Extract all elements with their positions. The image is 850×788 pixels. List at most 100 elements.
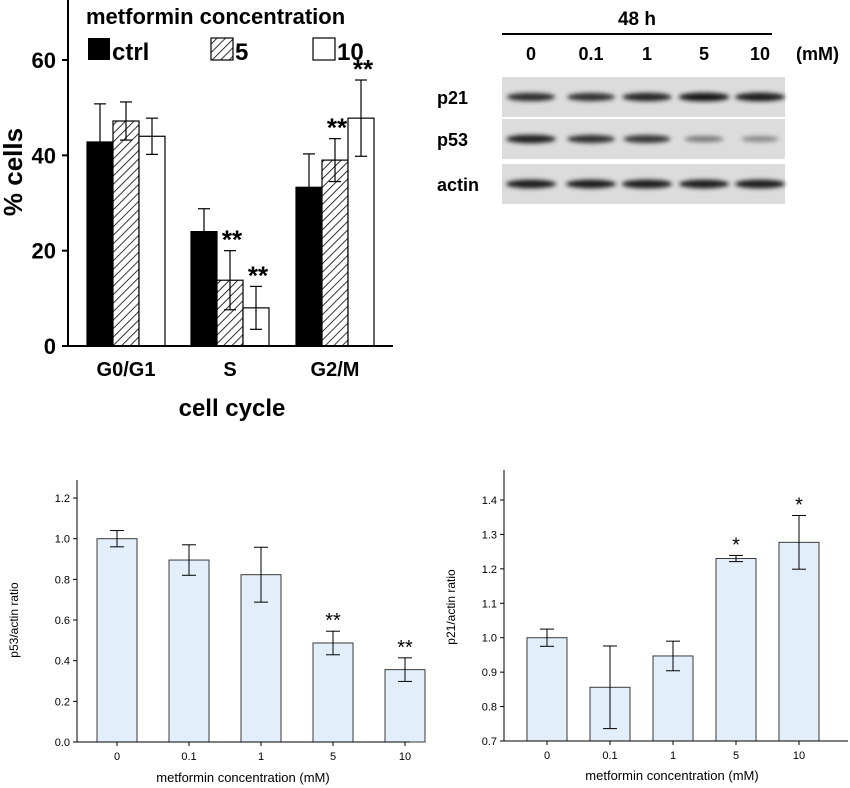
x-axis-label: cell cycle [179,395,286,422]
blot-band [567,92,615,102]
x-tick-label: 0 [114,751,120,763]
p21-y-ticks: 0.7 0.8 0.9 1.0 1.1 1.2 1.3 1.4 [482,495,504,748]
blot-band [565,179,617,189]
p53-significance-marks: ** ** [325,610,413,659]
lane-label: 0.1 [578,44,603,64]
bar [96,538,138,743]
blot-band [567,134,615,144]
p53-y-axis-label: p53/actin ratio [7,582,21,658]
x-tick-label: G0/G1 [97,359,156,381]
lane-label: 0 [526,44,536,64]
y-tick-label: 1.2 [482,564,497,576]
y-tick-label: 1.0 [482,633,497,645]
x-tick-label: S [223,359,236,381]
lane-label: 10 [750,44,770,64]
x-tick-label: 1 [258,751,264,763]
legend-label-10: 10 [337,39,364,66]
bar [112,120,140,347]
legend-label-ctrl: ctrl [112,39,149,66]
x-tick-labels: G0/G1 S G2/M [97,359,360,381]
significance-mark: ** [397,637,413,659]
p21-ratio-chart: p21/actin ratio metformin concentration … [444,470,848,783]
cell-cycle-chart: metformin concentration ctrl 5 10 % cell… [0,0,393,422]
legend-swatch-5 [210,37,234,61]
legend-swatch-10 [312,37,336,61]
p53-y-ticks: 0.0 0.2 0.4 0.6 0.8 1.0 1.2 [55,493,77,749]
western-blot: 48 h 0 0.1 1 5 10 (mM) p21 p53 actin [437,9,839,204]
y-tick-label: 20 [32,239,56,264]
y-tick-label: 0.8 [482,702,497,714]
legend-title: metformin concentration [86,4,345,29]
blot-band [621,179,673,189]
y-tick-label: 0.9 [482,667,497,679]
p21-error-bars [540,514,806,730]
blot-band [505,179,557,189]
x-tick-label: 5 [330,751,336,763]
y-tick-label: 0.2 [55,696,70,708]
bar [526,637,568,742]
blot-time-label: 48 h [618,9,656,30]
significance-mark: ** [325,610,341,632]
significance-mark: ** [353,54,374,84]
blot-band [506,92,556,102]
p21-x-axis-label: metformin concentration (mM) [585,768,758,783]
blot-band [506,134,556,144]
x-tick-label: 10 [399,751,411,763]
bar [321,159,349,347]
significance-mark: ** [248,260,269,290]
y-tick-label: 0.4 [55,656,70,668]
x-tick-label: 0.1 [602,750,617,762]
significance-mark: ** [327,113,348,143]
y-tick-label: 60 [32,48,56,73]
significance-marks: ******** [222,54,374,290]
y-tick-label: 40 [32,143,56,168]
bar [715,558,757,742]
p53-x-axis-label: metformin concentration (mM) [156,770,329,785]
legend-item-10: 10 [312,37,364,66]
p53-ratio-chart: p53/actin ratio metformin concentration … [7,480,426,785]
legend-label-5: 5 [235,39,248,66]
legend-item-ctrl: ctrl [88,38,149,66]
y-tick-label: 0.7 [482,736,497,748]
blot-band [678,92,730,102]
y-axis-label: % cells [0,128,28,216]
y-tick-label: 1.4 [482,495,497,507]
blot-rows: p21 p53 actin [437,77,786,204]
p21-x-tick-labels: 0 0.1 1 5 10 [544,741,805,762]
bar [312,642,354,743]
y-tick-label: 1.0 [55,534,70,546]
p21-y-axis-label: p21/actin ratio [444,569,458,645]
y-tick-label: 0.8 [55,574,70,586]
significance-mark: ** [222,225,243,255]
error-bars [94,79,367,330]
x-tick-label: 10 [793,750,805,762]
y-tick-label: 0.0 [55,737,70,749]
y-tick-label: 0.6 [55,615,70,627]
lane-label: 5 [699,44,709,64]
y-ticks: 0 20 40 60 [32,48,68,359]
y-tick-label: 1.2 [55,493,70,505]
blot-band [734,179,786,189]
blot-unit: (mM) [796,44,839,64]
y-tick-label: 1.3 [482,529,497,541]
significance-mark: * [795,494,803,516]
p53-x-tick-labels: 0 0.1 1 5 10 [114,742,411,763]
legend-swatch-ctrl [88,38,110,60]
blot-band [684,135,724,143]
blot-band [678,179,730,189]
x-tick-label: 0 [544,750,550,762]
blot-row-label: p53 [437,130,468,150]
bar [168,559,210,743]
y-tick-label: 0 [44,334,56,359]
blot-band [623,134,671,144]
blot-band [734,92,786,102]
blot-band [741,135,779,143]
y-tick-label: 1.1 [482,598,497,610]
bar [778,541,820,742]
x-tick-label: 5 [733,750,739,762]
blot-band [622,92,672,102]
blot-row-label: p21 [437,88,468,108]
blot-row-label: actin [437,175,479,195]
lane-labels: 0 0.1 1 5 10 [526,44,770,64]
